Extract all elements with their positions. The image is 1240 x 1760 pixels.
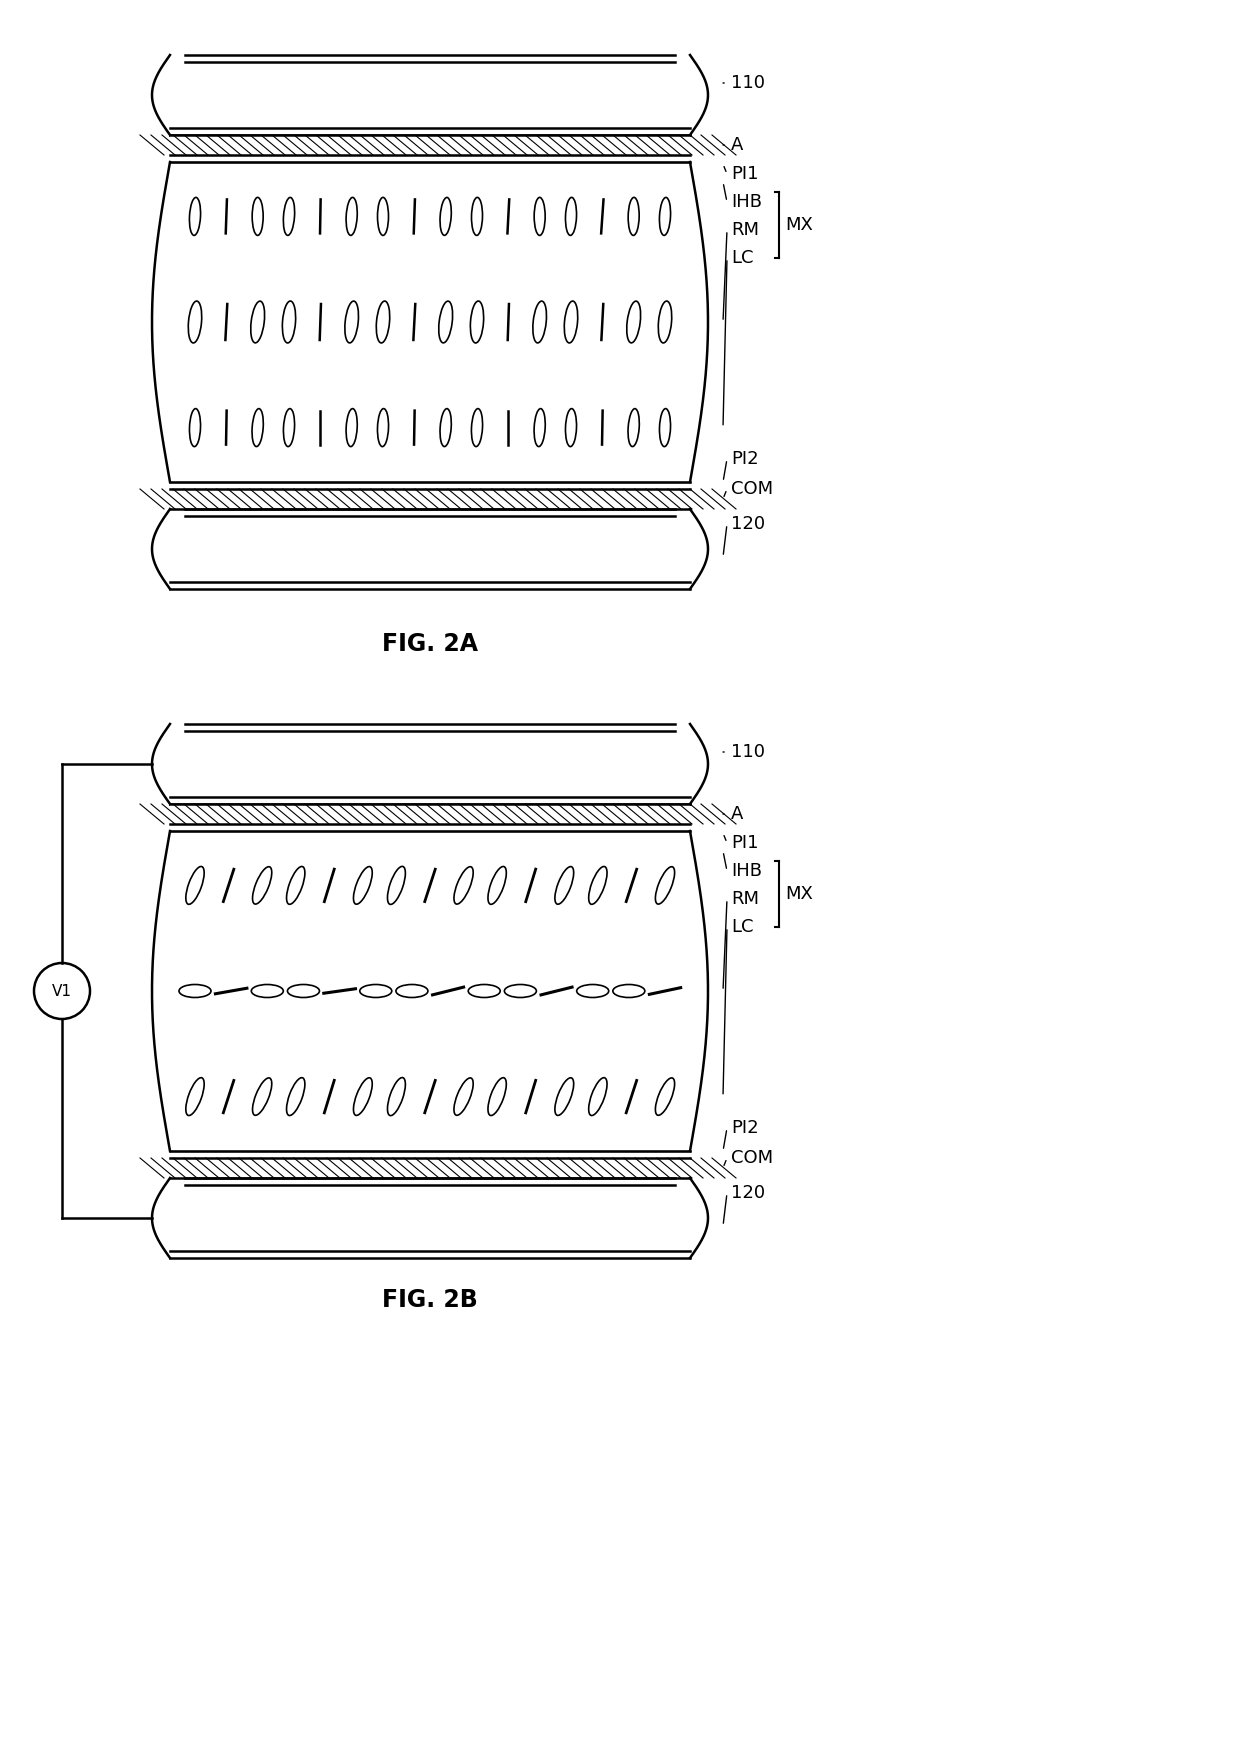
Text: PI1: PI1	[732, 834, 759, 852]
Text: COM: COM	[732, 480, 773, 498]
Text: LC: LC	[732, 248, 754, 268]
Text: IHB: IHB	[732, 862, 763, 880]
Text: PI2: PI2	[732, 451, 759, 468]
Text: 110: 110	[732, 74, 765, 92]
Text: LC: LC	[732, 919, 754, 936]
Text: FIG. 2B: FIG. 2B	[382, 1288, 477, 1311]
Text: MX: MX	[785, 885, 813, 903]
Text: RM: RM	[732, 891, 759, 908]
Text: 120: 120	[732, 516, 765, 533]
Text: PI1: PI1	[732, 165, 759, 183]
Text: V1: V1	[52, 984, 72, 998]
Text: A: A	[732, 804, 743, 824]
Text: 120: 120	[732, 1184, 765, 1202]
Text: IHB: IHB	[732, 194, 763, 211]
Text: RM: RM	[732, 222, 759, 239]
Text: 110: 110	[732, 743, 765, 760]
Bar	[170, 1158, 689, 1177]
Text: FIG. 2A: FIG. 2A	[382, 632, 477, 656]
Bar	[170, 489, 689, 509]
Bar	[170, 804, 689, 824]
Bar	[170, 136, 689, 155]
Text: A: A	[732, 136, 743, 155]
Text: PI2: PI2	[732, 1119, 759, 1137]
Text: MX: MX	[785, 216, 813, 234]
Text: COM: COM	[732, 1149, 773, 1167]
